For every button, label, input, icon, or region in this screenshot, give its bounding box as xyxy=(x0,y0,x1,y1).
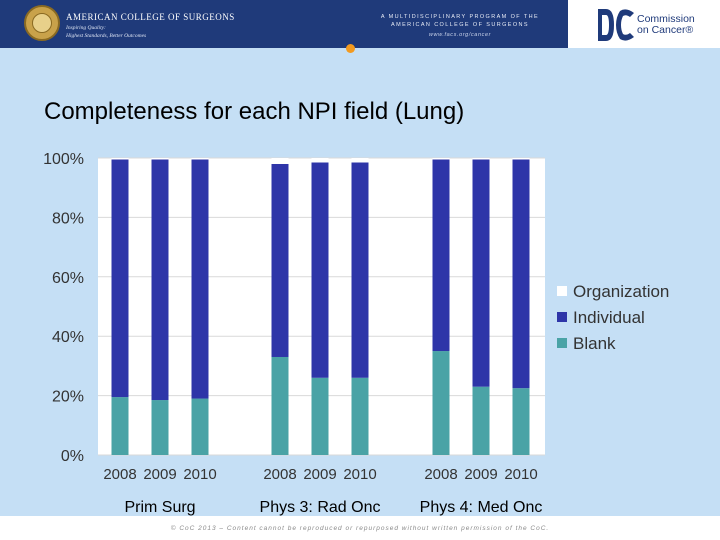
acs-motto-line2: Highest Standards, Better Outcomes xyxy=(66,33,147,39)
bar-individual-1-2 xyxy=(351,162,369,378)
program-block: A MULTIDISCIPLINARY PROGRAM OF THE AMERI… xyxy=(352,0,568,48)
group-label: Phys 4: Med Onc xyxy=(420,499,543,516)
group-label: Prim Surg xyxy=(124,499,195,516)
bar-individual-0-2 xyxy=(191,159,209,399)
orange-dot-decoration xyxy=(346,44,355,53)
bar-organization-1-2 xyxy=(351,158,369,163)
x-tick-label: 2008 xyxy=(263,466,296,483)
bar-organization-1-0 xyxy=(271,158,289,164)
bar-individual-2-0 xyxy=(432,159,450,352)
bar-blank-2-2 xyxy=(512,388,530,455)
program-line1: A MULTIDISCIPLINARY PROGRAM OF THE xyxy=(380,14,540,20)
legend-swatch-individual xyxy=(557,312,567,322)
legend-swatch-blank xyxy=(557,338,567,348)
bar-organization-2-0 xyxy=(432,158,450,160)
bar-organization-0-1 xyxy=(151,158,169,160)
acs-name: AMERICAN COLLEGE OF SURGEONS xyxy=(66,12,235,22)
acs-motto-line1: Inspiring Quality: xyxy=(66,25,106,31)
legend-label-individual: Individual xyxy=(573,308,645,327)
x-tick-label: 2010 xyxy=(504,466,537,483)
y-tick-label: 0% xyxy=(61,448,84,465)
bar-organization-0-0 xyxy=(111,158,129,160)
bar-blank-2-0 xyxy=(432,351,450,455)
bar-individual-2-1 xyxy=(472,159,490,387)
y-tick-label: 80% xyxy=(52,210,84,227)
legend-swatch-organization xyxy=(557,286,567,296)
program-url: www.facs.org/cancer xyxy=(428,32,492,38)
x-tick-label: 2010 xyxy=(343,466,376,483)
copyright-notice: © CoC 2013 – Content cannot be reproduce… xyxy=(170,525,550,532)
bar-organization-2-1 xyxy=(472,158,490,160)
y-tick-label: 20% xyxy=(52,389,84,406)
program-line2: AMERICAN COLLEGE OF SURGEONS xyxy=(391,22,529,28)
bar-organization-2-2 xyxy=(512,158,530,160)
bar-individual-1-0 xyxy=(271,163,289,357)
bar-blank-0-0 xyxy=(111,397,129,455)
x-tick-label: 2009 xyxy=(143,466,176,483)
y-tick-label: 100% xyxy=(43,151,84,168)
x-tick-label: 2009 xyxy=(464,466,497,483)
bar-individual-0-0 xyxy=(111,159,129,398)
bar-individual-0-1 xyxy=(151,159,169,401)
coc-logo-icon xyxy=(598,9,634,41)
legend-label-blank: Blank xyxy=(573,334,616,353)
bar-blank-1-0 xyxy=(271,356,289,455)
x-tick-label: 2010 xyxy=(183,466,216,483)
legend-label-organization: Organization xyxy=(573,282,669,301)
acs-seal-icon xyxy=(24,5,60,41)
bar-blank-1-1 xyxy=(311,377,329,455)
coc-name-line1: Commission xyxy=(637,13,695,25)
chart-title: Completeness for each NPI field (Lung) xyxy=(44,98,465,125)
y-tick-label: 40% xyxy=(52,329,84,346)
bar-organization-0-2 xyxy=(191,158,209,160)
header-banner: AMERICAN COLLEGE OF SURGEONS Inspiring Q… xyxy=(0,0,720,53)
coc-name-line2: on Cancer® xyxy=(637,24,694,36)
bar-blank-2-1 xyxy=(472,386,490,455)
bar-blank-0-1 xyxy=(151,400,169,455)
group-label: Phys 3: Rad Onc xyxy=(260,499,381,516)
x-tick-label: 2008 xyxy=(103,466,136,483)
bar-blank-1-2 xyxy=(351,377,369,455)
y-tick-label: 60% xyxy=(52,270,84,287)
x-tick-label: 2009 xyxy=(303,466,336,483)
bar-organization-1-1 xyxy=(311,158,329,163)
x-tick-label: 2008 xyxy=(424,466,457,483)
footer-strip xyxy=(0,516,720,540)
bar-blank-0-2 xyxy=(191,398,209,455)
bar-individual-1-1 xyxy=(311,162,329,378)
acs-logo-block: AMERICAN COLLEGE OF SURGEONS Inspiring Q… xyxy=(0,0,352,48)
bar-individual-2-2 xyxy=(512,159,530,389)
